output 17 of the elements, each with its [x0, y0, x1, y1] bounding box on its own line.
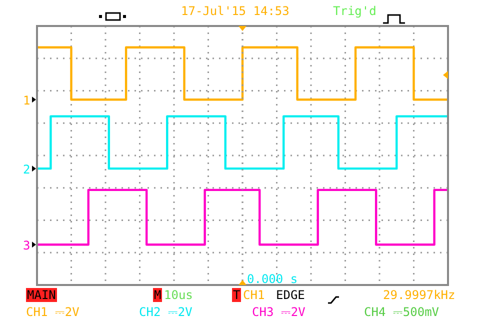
text: 17-Jul'15 14:53 — [181, 4, 290, 18]
text: MAIN — [26, 288, 57, 302]
annotation: 0.000 s — [247, 272, 298, 286]
text: M — [153, 288, 162, 302]
text: CH2 ⎓2V — [139, 305, 192, 319]
text: CH1 ⎓2V — [26, 305, 80, 319]
series-label: 2 — [23, 162, 30, 177]
text: 29.9997kHz — [383, 288, 456, 302]
text: CH1 — [243, 288, 265, 302]
series-label: 3 — [23, 238, 30, 253]
text: CH3 ⎓2V — [252, 305, 306, 319]
text: 10us — [164, 288, 193, 302]
text: Trig'd — [333, 4, 376, 18]
text: CH4 ⎓500mV — [364, 305, 440, 319]
text: T — [232, 288, 242, 302]
text: EDGE — [276, 288, 305, 302]
text: 1 — [23, 94, 30, 108]
